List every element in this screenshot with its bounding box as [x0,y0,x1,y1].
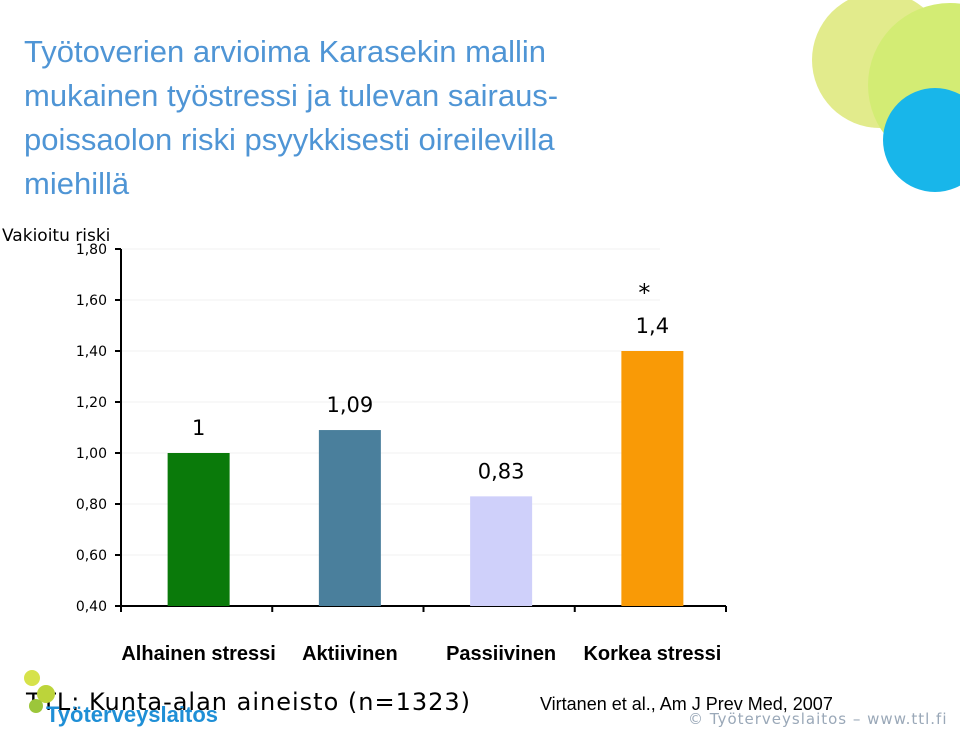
ttl-logo [24,670,55,713]
y-tick-label: 1,40 [76,344,107,360]
y-axis-label: Vakioitu riski [2,226,111,246]
citation: Virtanen et al., Am J Prev Med, 2007 [540,694,833,714]
data-label-4: 1,4 [636,314,669,338]
y-tick-label: 1,20 [76,395,107,411]
slide-title: Työtoverien arvioima Karasekin mallin mu… [24,30,704,206]
bar-4 [621,351,684,606]
y-tick-label: 0,40 [76,599,107,615]
copyright-footer: © Työterveyslaitos – www.ttl.fi [688,710,948,728]
bar-1 [167,453,230,606]
category-label-4: Korkea stressi [583,643,721,665]
decor-circle-blue [883,88,960,192]
y-tick-label: 1,00 [76,446,107,462]
ttl-logo-text: Työterveyslaitos [46,702,219,727]
y-tick-label: 0,80 [76,497,107,513]
title-line-3: poissaolon riski psyykkisesti oireilevil… [24,122,555,157]
y-tick-label: 1,80 [76,242,107,258]
data-label-3: 0,83 [478,459,525,483]
category-label-1: Alhainen stressi [121,643,276,665]
data-source-note: TTL: Kunta-alan aineisto (n=1323) [26,688,472,716]
category-label-3: Passiivinen [446,643,556,665]
data-label-1: 1 [192,416,205,440]
data-label-2: 1,09 [326,393,373,417]
title-line-1: Työtoverien arvioima Karasekin mallin [24,34,547,69]
significance-annotation: * [638,279,650,307]
y-tick-label: 1,60 [76,293,107,309]
bar-3 [470,496,533,606]
y-tick-label: 0,60 [76,548,107,564]
title-line-2: mukainen työstressi ja tulevan sairaus- [24,78,559,113]
category-label-2: Aktiivinen [302,643,398,665]
bar-2 [318,430,381,606]
title-line-4: miehillä [24,166,130,201]
bar-chart: 1,80 1,60 1,40 1,20 1,00 0,80 0,60 0,40 1 Alhaine… [76,242,727,665]
